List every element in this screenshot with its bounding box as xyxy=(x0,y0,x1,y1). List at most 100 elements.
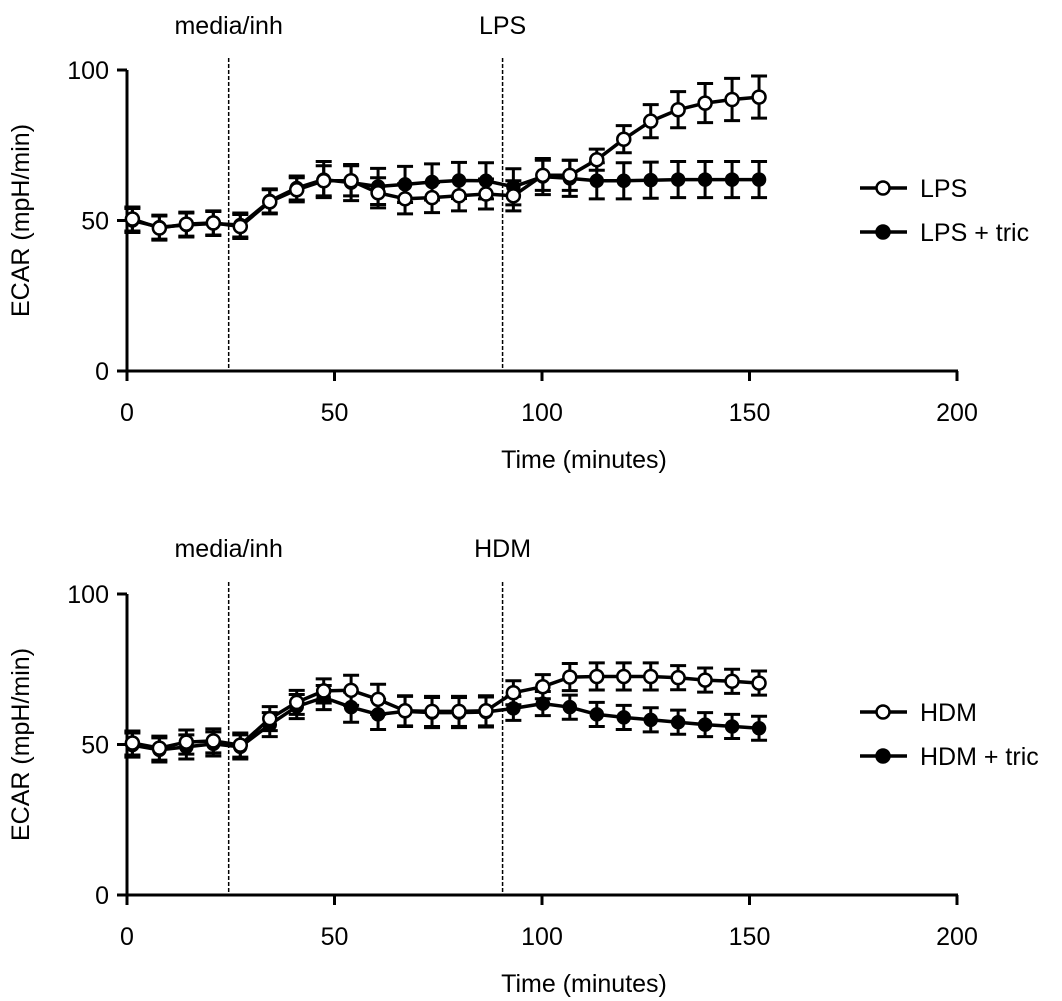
data-point xyxy=(205,215,222,231)
data-point xyxy=(178,216,195,232)
data-point xyxy=(424,703,440,720)
data-point xyxy=(751,172,767,187)
data-point xyxy=(397,703,413,719)
x-tick-label: 150 xyxy=(729,399,771,427)
data-point xyxy=(232,218,249,235)
x-tick-label: 200 xyxy=(936,399,978,427)
data-point xyxy=(535,167,551,184)
data-point xyxy=(642,668,659,685)
data-point xyxy=(124,211,141,227)
data-point xyxy=(616,710,632,725)
series-line xyxy=(131,95,760,230)
data-point xyxy=(151,220,168,236)
data-point xyxy=(315,173,332,189)
data-point xyxy=(643,712,658,728)
series-hdm xyxy=(124,661,768,762)
data-point xyxy=(232,737,249,753)
data-point xyxy=(670,714,686,730)
data-point xyxy=(178,734,195,750)
data-point xyxy=(535,678,551,695)
legend-label: HDM xyxy=(920,699,977,727)
x-tick-label: 50 xyxy=(321,399,349,427)
legend-item: HDM xyxy=(860,699,977,727)
series-line xyxy=(131,174,759,229)
x-tick-label: 100 xyxy=(521,923,563,951)
x-tick-label: 50 xyxy=(321,923,349,951)
legend-marker xyxy=(875,748,891,764)
data-point xyxy=(697,672,713,688)
data-point xyxy=(478,186,494,202)
data-point xyxy=(643,172,658,188)
data-point xyxy=(451,188,467,204)
data-point xyxy=(505,188,522,204)
data-point xyxy=(451,703,467,720)
x-tick-label: 0 xyxy=(120,399,134,427)
x-axis-title: Time (minutes) xyxy=(501,970,667,998)
data-point xyxy=(724,673,740,690)
data-point xyxy=(724,719,740,734)
data-point xyxy=(751,89,767,105)
y-axis-title: ECAR (mpH/min) xyxy=(7,648,35,841)
chart-panel-2: 0 50 100 0 50 100 150 200 Time (minutes) ECAR (mp… xyxy=(7,535,1039,998)
data-point xyxy=(205,733,222,749)
y-tick-label: 50 xyxy=(81,732,109,760)
data-point xyxy=(397,191,413,207)
legend-item: HDM + tric xyxy=(860,743,1039,771)
data-point xyxy=(670,172,686,187)
data-point xyxy=(370,691,386,708)
data-point xyxy=(288,694,305,711)
series-line xyxy=(132,674,760,750)
legend-item: LPS xyxy=(860,175,967,203)
legend-marker xyxy=(875,704,891,720)
data-point xyxy=(505,684,522,701)
y-tick-label: 0 xyxy=(95,358,109,386)
data-point xyxy=(562,669,578,685)
data-point xyxy=(315,683,332,699)
data-point xyxy=(562,167,578,184)
legend-label: HDM + tric xyxy=(920,743,1039,771)
data-point xyxy=(616,668,632,685)
data-point xyxy=(697,95,713,111)
data-point xyxy=(751,720,767,736)
data-point xyxy=(288,182,305,198)
data-point xyxy=(478,703,494,719)
event-label: HDM xyxy=(474,535,531,563)
series-lps xyxy=(124,74,768,242)
data-point xyxy=(642,113,659,129)
legend-marker xyxy=(875,180,891,196)
data-point xyxy=(697,717,713,732)
data-point xyxy=(616,131,632,147)
data-point xyxy=(751,675,767,691)
data-point xyxy=(724,91,740,108)
data-point xyxy=(562,699,578,715)
y-tick-label: 0 xyxy=(95,882,109,910)
data-point xyxy=(151,740,168,756)
x-tick-label: 100 xyxy=(521,399,563,427)
legend-marker xyxy=(875,224,891,240)
y-tick-label: 100 xyxy=(67,581,109,609)
legend-item: LPS + tric xyxy=(860,219,1029,247)
x-tick-label: 150 xyxy=(729,923,771,951)
data-point xyxy=(670,669,686,686)
x-tick-label: 200 xyxy=(936,923,978,951)
data-point xyxy=(424,189,440,206)
legend-label: LPS xyxy=(920,175,967,203)
event-label: LPS xyxy=(479,12,526,40)
data-point xyxy=(343,173,359,189)
data-point xyxy=(589,151,605,168)
event-label: media/inh xyxy=(174,12,282,40)
data-point xyxy=(589,173,605,189)
series-hdm-tric xyxy=(124,684,768,764)
data-point xyxy=(616,173,632,189)
x-tick-label: 0 xyxy=(120,923,134,951)
data-point xyxy=(343,682,359,699)
chart-panel-1: 0 50 100 0 50 100 150 200 Time (minutes) ECAR (mp… xyxy=(7,12,1029,474)
y-axis-title: ECAR (mpH/min) xyxy=(7,124,35,317)
data-point xyxy=(262,194,278,210)
data-point xyxy=(724,172,740,187)
data-point xyxy=(589,707,605,722)
data-point xyxy=(697,172,713,187)
data-point xyxy=(124,735,141,751)
series-lps-tric xyxy=(124,156,768,241)
